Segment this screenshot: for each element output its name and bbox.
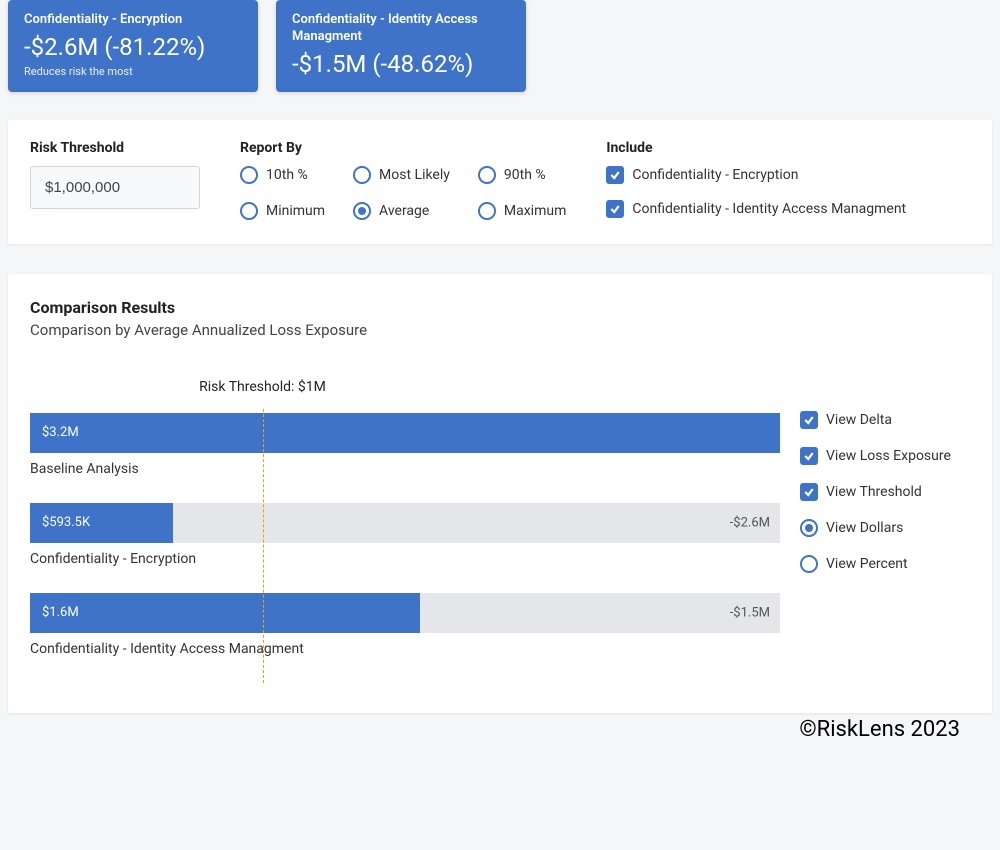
view-mode-option[interactable]: View Percent bbox=[800, 555, 970, 573]
report-by-option[interactable]: Most Likely bbox=[353, 166, 450, 184]
report-by-label: Report By bbox=[240, 140, 566, 156]
bar-label: Confidentiality - Encryption bbox=[30, 551, 780, 567]
radio-icon bbox=[240, 166, 258, 184]
view-toggle[interactable]: View Threshold bbox=[800, 483, 970, 501]
radio-label: Maximum bbox=[504, 203, 566, 219]
bar-row: $1.6M -$1.5M Confidentiality - Identity Ac… bbox=[30, 593, 780, 657]
radio-icon bbox=[478, 202, 496, 220]
card-value: -$2.6M (-81.22%) bbox=[24, 33, 242, 61]
report-by-option[interactable]: Minimum bbox=[240, 202, 325, 220]
threshold-label: Risk Threshold: $1M bbox=[199, 379, 326, 395]
include-option[interactable]: Confidentiality - Identity Access Managm… bbox=[606, 200, 906, 218]
checkbox-icon bbox=[606, 200, 624, 218]
results-title: Comparison Results bbox=[30, 298, 970, 317]
checkbox-icon bbox=[800, 447, 818, 465]
card-note: Reduces risk the most bbox=[24, 65, 242, 78]
results-subtitle: Comparison by Average Annualized Loss Ex… bbox=[30, 321, 970, 339]
radio-icon bbox=[353, 202, 371, 220]
checkbox-label: Confidentiality - Encryption bbox=[632, 167, 798, 183]
bar-label: Baseline Analysis bbox=[30, 461, 780, 477]
radio-label: View Percent bbox=[826, 556, 908, 572]
radio-icon bbox=[353, 166, 371, 184]
bar-track: $1.6M -$1.5M bbox=[30, 593, 780, 633]
bar-label: Confidentiality - Identity Access Managm… bbox=[30, 641, 780, 657]
toggle-label: View Threshold bbox=[826, 484, 922, 500]
filters-panel: Risk Threshold Report By 10th % Most Like… bbox=[8, 120, 992, 244]
summary-card-encryption: Confidentiality - Encryption -$2.6M (-81… bbox=[8, 0, 258, 92]
bar-fill: $1.6M bbox=[30, 593, 420, 633]
report-by-option[interactable]: Maximum bbox=[478, 202, 566, 220]
include-option[interactable]: Confidentiality - Encryption bbox=[606, 166, 906, 184]
report-by-option[interactable]: 10th % bbox=[240, 166, 325, 184]
include-group: Include Confidentiality - Encryption Conf… bbox=[606, 140, 906, 220]
comparison-results-panel: Comparison Results Comparison by Average… bbox=[8, 274, 992, 713]
bar-fill: $593.5K bbox=[30, 503, 173, 543]
summary-card-iam: Confidentiality - Identity Access Managm… bbox=[276, 0, 526, 92]
card-value: -$1.5M (-48.62%) bbox=[292, 50, 510, 78]
radio-label: Average bbox=[379, 203, 429, 219]
bar-delta: -$1.5M bbox=[730, 605, 770, 620]
checkbox-label: Confidentiality - Identity Access Managm… bbox=[632, 201, 906, 217]
summary-cards-row: Confidentiality - Encryption -$2.6M (-81… bbox=[0, 0, 1000, 102]
toggle-label: View Loss Exposure bbox=[826, 448, 951, 464]
report-by-group: Report By 10th % Most Likely 90th % Minimum… bbox=[240, 140, 566, 220]
radio-icon bbox=[240, 202, 258, 220]
radio-label: Minimum bbox=[266, 203, 325, 219]
view-toggle[interactable]: View Loss Exposure bbox=[800, 447, 970, 465]
view-toggle[interactable]: View Delta bbox=[800, 411, 970, 429]
chart-toggles: View Delta View Loss Exposure View Thresho… bbox=[800, 379, 970, 683]
checkbox-icon bbox=[800, 483, 818, 501]
bar-track: $3.2M bbox=[30, 413, 780, 453]
risk-threshold-group: Risk Threshold bbox=[30, 140, 200, 220]
copyright: ©RiskLens 2023 bbox=[0, 713, 1000, 742]
toggle-label: View Delta bbox=[826, 412, 892, 428]
include-label: Include bbox=[606, 140, 906, 156]
radio-icon bbox=[478, 166, 496, 184]
bar-delta: -$2.6M bbox=[730, 515, 770, 530]
bar-row: $593.5K -$2.6M Confidentiality - Encryptio… bbox=[30, 503, 780, 567]
chart-area: Risk Threshold: $1M $3.2M Baseline Analys… bbox=[30, 379, 780, 683]
checkbox-icon bbox=[606, 166, 624, 184]
card-title: Confidentiality - Identity Access Managm… bbox=[292, 12, 510, 46]
bar-track: $593.5K -$2.6M bbox=[30, 503, 780, 543]
report-by-option[interactable]: 90th % bbox=[478, 166, 566, 184]
risk-threshold-label: Risk Threshold bbox=[30, 140, 200, 156]
view-mode-option[interactable]: View Dollars bbox=[800, 519, 970, 537]
card-title: Confidentiality - Encryption bbox=[24, 12, 242, 29]
radio-label: Most Likely bbox=[379, 167, 450, 183]
bar-fill: $3.2M bbox=[30, 413, 780, 453]
radio-icon bbox=[800, 519, 818, 537]
radio-label: View Dollars bbox=[826, 520, 903, 536]
chart-wrap: Risk Threshold: $1M $3.2M Baseline Analys… bbox=[30, 379, 970, 683]
checkbox-icon bbox=[800, 411, 818, 429]
risk-threshold-input[interactable] bbox=[30, 166, 200, 209]
radio-label: 10th % bbox=[266, 167, 308, 183]
bar-row: $3.2M Baseline Analysis bbox=[30, 413, 780, 477]
radio-label: 90th % bbox=[504, 167, 546, 183]
radio-icon bbox=[800, 555, 818, 573]
report-by-option[interactable]: Average bbox=[353, 202, 450, 220]
